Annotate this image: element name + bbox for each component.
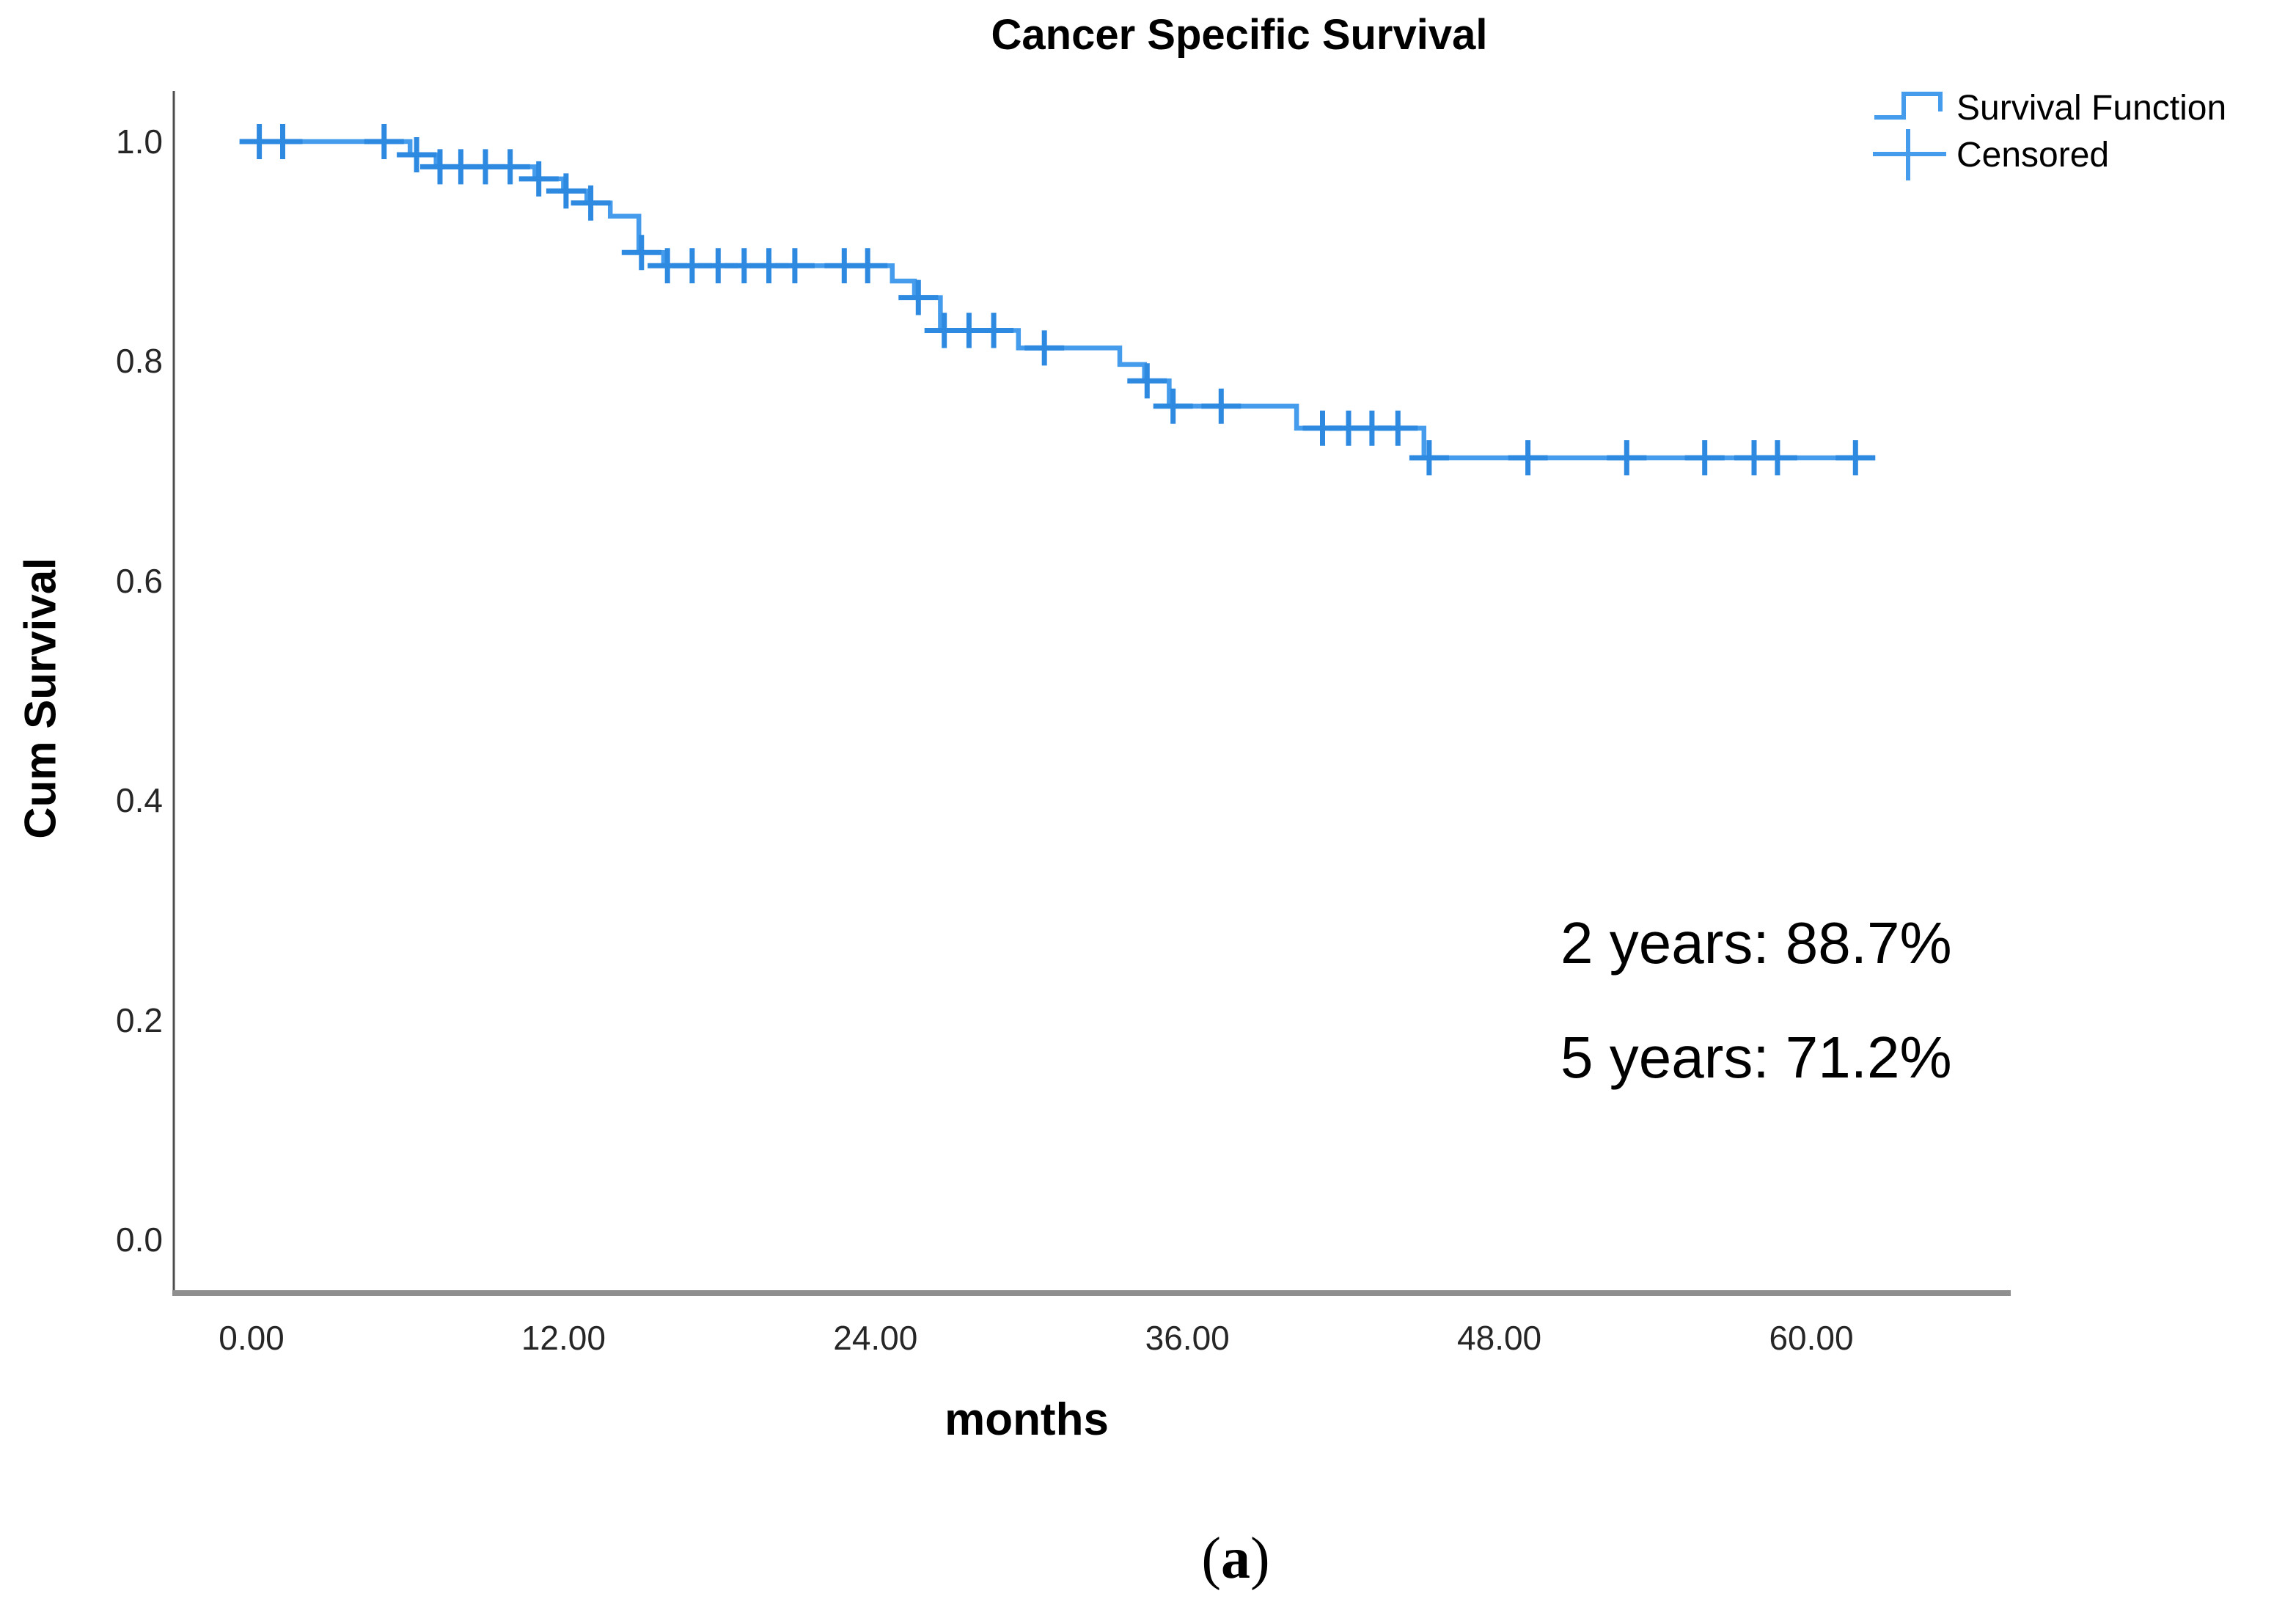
x-tick-label: 60.00 [1769,1319,1854,1357]
legend-item-survival-function: Survival Function [1956,89,2227,128]
x-tick-label: 36.00 [1145,1319,1230,1357]
censor-mark [518,161,559,197]
censor-mark [546,173,586,209]
censor-mark [774,248,815,284]
censor-mark [571,185,611,221]
chart-title: Cancer Specific Survival [991,11,1488,59]
x-tick-label: 48.00 [1457,1319,1542,1357]
censor-mark [848,248,888,284]
caption-open-paren: ( [1201,1526,1221,1591]
censor-mark [1757,440,1797,476]
x-axis-title: months [945,1394,1109,1445]
y-axis-title-text: Cum Survival [15,557,65,839]
x-tick-label: 12.00 [521,1319,606,1357]
y-tick-label: 0.0 [116,1221,163,1259]
censor-mark [490,149,530,185]
y-tick-label: 0.8 [116,342,163,381]
censor-mark [1607,440,1647,476]
legend-step-line-icon [1874,92,1943,120]
censor-mark [974,312,1014,348]
y-tick-label: 0.6 [116,561,163,600]
caption-close-paren: ) [1250,1526,1270,1591]
y-tick-label: 0.4 [116,781,163,820]
censor-mark [1835,440,1876,476]
censor-mark [1508,440,1548,476]
censor-mark [263,124,303,159]
figure-caption: (a) [942,1526,1529,1592]
censor-mark [364,124,404,159]
censor-mark [898,279,939,315]
censor-mark [1684,440,1725,476]
censor-marks [239,124,1876,476]
legend-plus-icon [1873,129,1946,180]
legend-item-censored: Censored [1956,136,2110,175]
x-tick-label: 0.00 [219,1319,285,1357]
annotation-5-year-survival: 5 years: 71.2% [1560,1025,1952,1090]
censor-mark [397,137,437,172]
y-tick-label: 1.0 [116,122,163,161]
censor-mark [1153,388,1193,424]
x-tick-label: 24.00 [833,1319,918,1357]
censor-mark [1201,388,1241,424]
censor-mark [1409,440,1449,476]
y-tick-label: 0.2 [116,1000,163,1039]
censor-mark [1127,363,1167,399]
annotation-2-year-survival: 2 years: 88.7% [1560,910,1952,976]
censor-mark [1378,410,1418,446]
caption-letter: a [1221,1526,1250,1591]
survival-curve [252,139,1871,461]
censor-mark [1024,330,1065,366]
censor-mark [621,235,661,271]
